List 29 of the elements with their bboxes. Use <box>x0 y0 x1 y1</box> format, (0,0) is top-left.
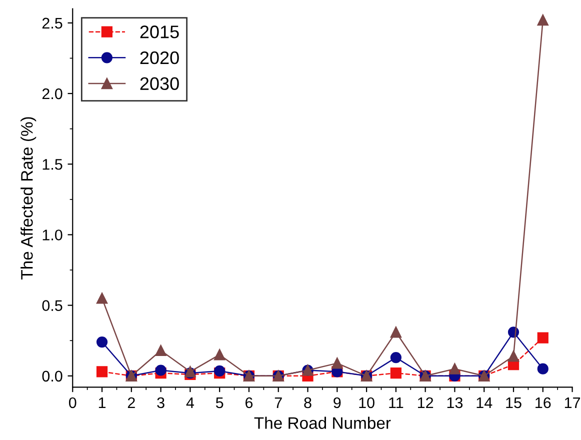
x-tick-label: 8 <box>304 397 312 408</box>
x-tick-label: 15 <box>506 397 522 408</box>
legend-label: 2015 <box>140 26 179 38</box>
y-tick-label: 0.0 <box>42 370 62 382</box>
legend-label: 2030 <box>140 77 179 90</box>
x-tick-label: 10 <box>359 397 374 408</box>
x-tick-label: 3 <box>157 397 164 408</box>
x-tick-label: 1 <box>98 397 106 408</box>
x-tick-label: 12 <box>418 397 434 408</box>
x-tick-label: 13 <box>447 397 463 408</box>
y-axis-title: The Affected Rate (%) <box>20 117 36 280</box>
legend-label: 2020 <box>140 51 179 64</box>
x-tick-label: 7 <box>274 397 282 408</box>
y-tick-label: 2.0 <box>42 88 62 100</box>
x-tick-label: 11 <box>389 397 404 408</box>
x-tick-label: 4 <box>186 397 194 408</box>
x-tick-label: 5 <box>216 397 224 408</box>
y-tick-label: 0.5 <box>42 300 62 311</box>
x-axis-title: The Road Number <box>254 416 391 429</box>
x-tick-label: 2 <box>128 397 135 408</box>
x-tick-label: 9 <box>334 397 341 408</box>
x-tick-label: 14 <box>476 397 492 408</box>
x-tick-label: 16 <box>536 397 551 408</box>
y-tick-label: 1.0 <box>42 230 62 240</box>
y-tick-label: 1.5 <box>42 159 62 170</box>
x-tick-label: 17 <box>564 397 580 408</box>
x-tick-label: 6 <box>246 397 253 408</box>
x-tick-label: 0 <box>68 397 76 408</box>
y-tick-label: 2.5 <box>42 18 62 29</box>
